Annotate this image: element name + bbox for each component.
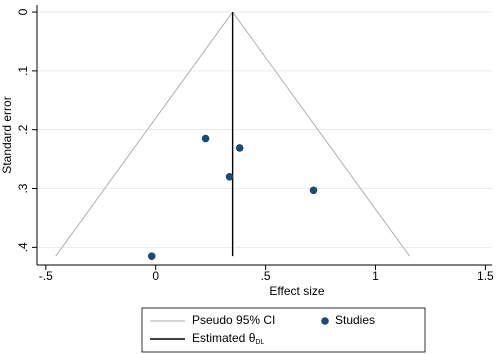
y-tick-label: .4 (16, 242, 30, 252)
x-tick-label: -.5 (39, 269, 53, 283)
legend-label-main: Estimated θ (192, 331, 256, 345)
y-tick-label: .2 (16, 124, 30, 134)
x-tick-label: 0 (152, 269, 159, 283)
x-axis-label: Effect size (269, 284, 324, 298)
legend-label: Studies (335, 313, 375, 327)
pseudo-ci-line (55, 11, 234, 257)
pseudo-ci-line (232, 11, 410, 257)
study-point (235, 144, 244, 152)
study-point (309, 186, 318, 195)
legend-label: Estimated θDL (192, 331, 264, 346)
legend-studies-swatch (321, 317, 329, 325)
study-point (225, 172, 234, 181)
y-tick-label: .3 (16, 183, 30, 193)
x-tick-label: 1 (372, 269, 379, 283)
study-point (201, 134, 210, 143)
y-tick-label: 0 (16, 8, 30, 15)
y-axis-label: Standard error (0, 96, 14, 173)
x-tick-label: .5 (261, 269, 271, 283)
study-point (147, 252, 156, 260)
x-tick-label: 1.5 (477, 269, 494, 283)
legend-label: Pseudo 95% CI (192, 313, 275, 327)
legend-label-subscript: DL (255, 339, 264, 346)
legend-box (141, 307, 426, 353)
y-tick-label: .1 (16, 66, 30, 76)
